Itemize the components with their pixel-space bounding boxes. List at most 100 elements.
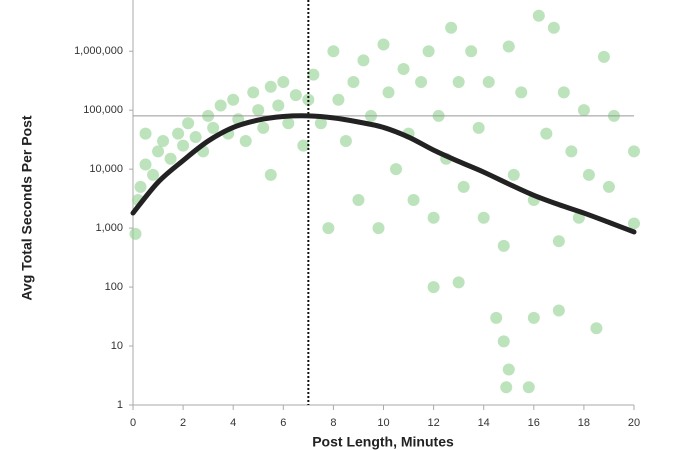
- point: [465, 45, 478, 58]
- y-tick-label: 1,000: [95, 222, 123, 234]
- point: [422, 45, 435, 58]
- point: [502, 40, 515, 53]
- point: [307, 68, 320, 81]
- y-tick-label: 1: [117, 399, 123, 411]
- point: [372, 222, 385, 235]
- point: [247, 86, 260, 99]
- x-tick-label: 10: [377, 417, 389, 429]
- point: [397, 62, 410, 75]
- point: [302, 93, 315, 106]
- point: [515, 86, 528, 99]
- point: [472, 121, 485, 134]
- point: [452, 276, 465, 289]
- point: [189, 131, 202, 144]
- point: [415, 76, 428, 89]
- point: [164, 152, 177, 165]
- point: [214, 99, 227, 112]
- point: [590, 322, 603, 335]
- point: [552, 304, 565, 317]
- point: [352, 193, 365, 206]
- x-tick-label: 6: [280, 417, 286, 429]
- point: [277, 76, 290, 89]
- point: [490, 311, 503, 324]
- point: [332, 93, 345, 106]
- point: [129, 227, 142, 240]
- y-tick-label: 100: [105, 281, 123, 293]
- point: [482, 76, 495, 89]
- point: [347, 76, 360, 89]
- point: [390, 163, 403, 176]
- x-axis-label: Post Length, Minutes: [312, 434, 454, 450]
- point: [152, 145, 165, 158]
- point: [272, 99, 285, 112]
- point: [457, 180, 470, 193]
- point: [207, 121, 220, 134]
- point: [602, 180, 615, 193]
- x-tick-label: 14: [478, 417, 490, 429]
- point: [382, 86, 395, 99]
- point: [497, 335, 510, 348]
- point: [497, 239, 510, 252]
- point: [597, 50, 610, 63]
- point: [239, 135, 252, 148]
- point: [547, 21, 560, 34]
- point: [297, 139, 310, 152]
- x-tick-label: 4: [230, 417, 236, 429]
- y-tick-label: 10,000: [89, 163, 123, 175]
- point: [628, 145, 640, 158]
- y-axis-label: Avg Total Seconds Per Post: [19, 115, 35, 300]
- point: [322, 222, 335, 235]
- point: [157, 135, 170, 148]
- point: [477, 211, 490, 224]
- x-tick-label: 12: [427, 417, 439, 429]
- point: [327, 45, 340, 58]
- point: [147, 168, 160, 181]
- trend-line: [130, 113, 637, 235]
- point: [134, 180, 147, 193]
- point: [577, 104, 590, 117]
- point: [502, 363, 515, 376]
- point: [182, 117, 195, 130]
- x-tick-label: 0: [130, 417, 136, 429]
- point: [557, 86, 570, 99]
- point: [565, 145, 578, 158]
- point: [445, 21, 458, 34]
- point: [139, 158, 152, 171]
- point: [252, 104, 265, 117]
- point: [552, 235, 565, 248]
- point: [522, 381, 535, 394]
- point: [339, 135, 352, 148]
- y-tick-label: 10: [111, 340, 123, 352]
- point: [264, 168, 277, 181]
- y-tick-label: 100,000: [83, 104, 123, 116]
- point: [357, 54, 370, 67]
- point: [628, 217, 640, 230]
- point: [289, 89, 302, 102]
- point: [527, 311, 540, 324]
- x-tick-label: 2: [180, 417, 186, 429]
- point: [452, 76, 465, 89]
- point: [427, 281, 440, 294]
- point: [427, 211, 440, 224]
- y-tick-label: 1,000,000: [74, 45, 123, 57]
- point: [227, 93, 240, 106]
- point: [139, 127, 152, 140]
- point: [532, 9, 545, 22]
- point: [500, 381, 513, 394]
- x-tick-label: 20: [628, 417, 640, 429]
- point: [582, 168, 595, 181]
- point: [314, 117, 327, 130]
- point: [407, 193, 420, 206]
- point: [507, 168, 520, 181]
- point: [264, 80, 277, 93]
- point: [540, 127, 553, 140]
- point: [257, 121, 270, 134]
- x-tick-label: 16: [528, 417, 540, 429]
- point: [282, 117, 295, 130]
- point: [377, 38, 390, 51]
- point: [177, 139, 190, 152]
- point: [172, 127, 185, 140]
- x-tick-label: 18: [578, 417, 590, 429]
- x-tick-label: 8: [330, 417, 336, 429]
